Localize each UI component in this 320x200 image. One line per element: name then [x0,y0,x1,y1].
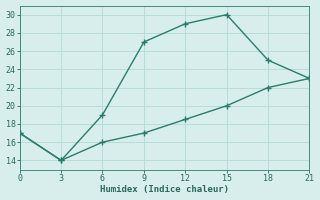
X-axis label: Humidex (Indice chaleur): Humidex (Indice chaleur) [100,185,229,194]
